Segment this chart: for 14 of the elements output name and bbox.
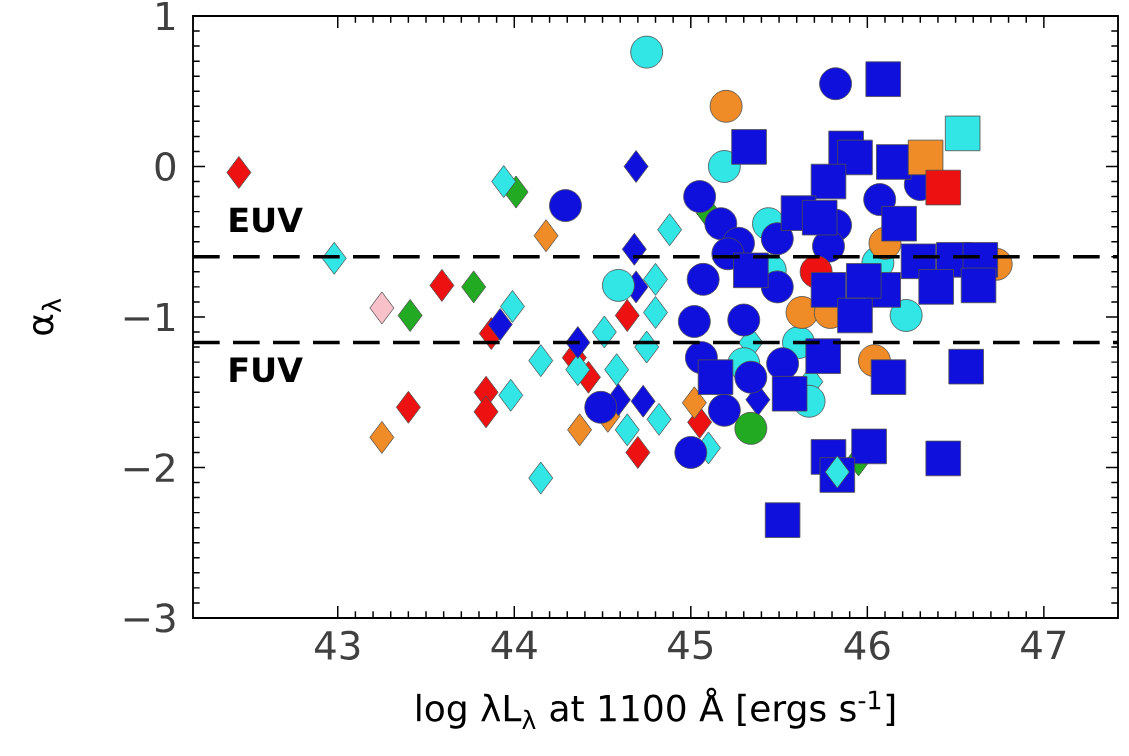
y-tick-label: 0: [155, 151, 176, 182]
y-axis-title: α$_{λ}$: [32, 298, 61, 335]
x-tick-label: 43: [315, 630, 360, 660]
y-tick-label: −3: [124, 603, 175, 633]
y-tick-label: −2: [124, 453, 174, 482]
y-tick-label: 1: [157, 1, 175, 31]
x-tick-label: 45: [668, 630, 713, 660]
x-tick-label: 46: [844, 630, 890, 660]
x-axis-title: log λL$_{λ}$ at 1100 Å [ergs s$^{-1}$]: [417, 687, 895, 729]
x-tick-label: 44: [491, 630, 537, 659]
x-tick-label: 47: [1021, 630, 1066, 659]
annotation: FUV: [230, 357, 303, 383]
annotation: EUV: [230, 207, 303, 233]
y-tick-label: −1: [124, 302, 175, 332]
